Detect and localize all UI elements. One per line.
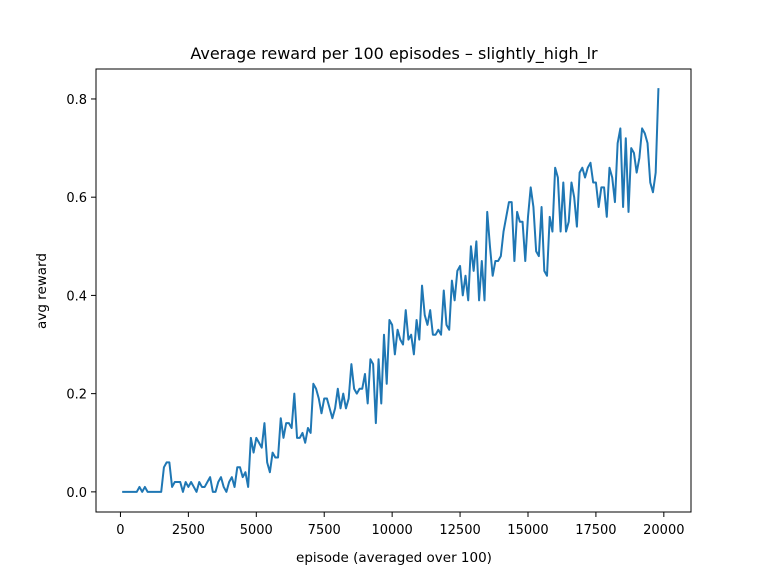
x-tick-label: 2500 xyxy=(172,523,205,538)
chart-title: Average reward per 100 episodes – slight… xyxy=(190,44,598,64)
plot-area xyxy=(95,68,692,513)
y-tick-label: 0.0 xyxy=(66,486,87,501)
x-tick-label: 12500 xyxy=(439,523,480,538)
x-tick-label: 10000 xyxy=(371,523,412,538)
x-tick-label: 17500 xyxy=(575,523,616,538)
x-tick-label: 0 xyxy=(116,523,124,538)
y-tick-label: 0.2 xyxy=(66,388,87,403)
y-tick-label: 0.4 xyxy=(66,289,87,304)
y-axis-label: avg reward xyxy=(34,253,50,329)
x-axis: 0 2500 5000 7500 10000 12500 15000 17500 20000 xyxy=(116,512,685,538)
series-line xyxy=(122,88,660,493)
x-axis-label: episode (averaged over 100) xyxy=(296,550,492,566)
y-tick-label: 0.6 xyxy=(66,191,87,206)
plot-frame xyxy=(95,68,692,513)
y-tick-label: 0.8 xyxy=(66,93,87,108)
x-tick-label: 7500 xyxy=(308,523,341,538)
x-tick-label: 20000 xyxy=(643,523,684,538)
x-tick-label: 5000 xyxy=(240,523,273,538)
y-axis: 0.0 0.2 0.4 0.6 0.8 xyxy=(66,93,96,501)
x-tick-label: 15000 xyxy=(507,523,548,538)
